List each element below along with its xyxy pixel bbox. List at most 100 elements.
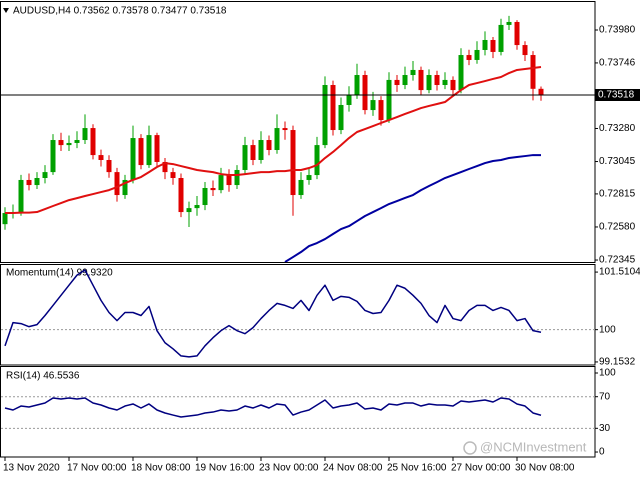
watermark: @NCMInvestment <box>480 439 587 454</box>
moving-average-line <box>5 66 542 215</box>
candle-body <box>466 55 472 60</box>
candle-body <box>34 178 40 186</box>
candle-body <box>370 100 376 111</box>
candle-body <box>250 145 256 160</box>
candle-body <box>450 79 456 91</box>
y-tick-label: 0.73045 <box>599 156 636 167</box>
candle-body <box>186 208 192 213</box>
symbol-menu-icon <box>3 8 9 13</box>
indicator-line <box>4 269 542 358</box>
rsi-panel-frame <box>0 366 596 458</box>
candle-body <box>498 24 504 52</box>
moving-average-line <box>284 154 541 262</box>
last-price-label: 0.73518 <box>598 90 635 101</box>
y-tick-label: 70 <box>599 391 611 402</box>
panel-plot <box>4 269 542 358</box>
candle-body <box>442 79 448 86</box>
candle-body <box>530 55 536 89</box>
candle-body <box>266 140 272 151</box>
candle-body <box>458 55 464 91</box>
candle-body <box>194 205 200 209</box>
x-tick-label: 23 Nov 00:00 <box>259 463 319 474</box>
x-tick-label: 24 Nov 08:00 <box>323 463 383 474</box>
x-tick-label: 13 Nov 2020 <box>3 463 60 474</box>
candle-body <box>506 21 512 25</box>
candle-body <box>378 100 384 121</box>
candle-body <box>178 178 184 213</box>
candle-body <box>226 175 232 186</box>
candle-body <box>522 45 528 56</box>
momentum-title: Momentum(14) 99.9320 <box>6 268 113 279</box>
candle-body <box>322 85 328 146</box>
candle-body <box>218 175 224 191</box>
candle-body <box>234 169 240 186</box>
candle-body <box>514 21 520 46</box>
x-tick-label: 17 Nov 00:00 <box>67 463 127 474</box>
watermark-icon <box>463 441 477 455</box>
y-tick-label: 0.72345 <box>599 255 636 266</box>
candle-body <box>410 69 416 76</box>
candle-body <box>98 155 104 160</box>
y-tick-label: 0 <box>599 447 605 458</box>
candle-body <box>2 213 8 225</box>
candle-body <box>74 140 80 143</box>
y-tick-label: 0.73280 <box>599 123 636 134</box>
candle-body <box>362 75 368 111</box>
momentum-panel-frame <box>0 264 596 366</box>
candle-body <box>258 140 264 160</box>
y-tick-label: 0.72815 <box>599 189 636 200</box>
candle-body <box>274 128 280 151</box>
y-tick-label: 30 <box>599 423 611 434</box>
candle-body <box>50 140 56 173</box>
indicator-line <box>4 397 542 418</box>
candle-body <box>394 79 400 86</box>
candle-body <box>338 104 344 131</box>
candle-body <box>26 179 32 186</box>
candle-body <box>154 135 160 162</box>
main-panel-frame <box>0 1 596 263</box>
candle-body <box>42 172 48 179</box>
y-tick-label: 99.1532 <box>599 357 636 368</box>
candle-body <box>290 130 296 196</box>
x-tick-label: 19 Nov 16:00 <box>195 463 255 474</box>
candle-body <box>18 179 24 213</box>
chart-title: AUDUSD,H4 0.73562 0.73578 0.73477 0.7351… <box>13 6 227 17</box>
candle-body <box>346 94 352 105</box>
candle-body <box>82 128 88 141</box>
last-price-box <box>595 88 640 101</box>
candle-body <box>434 75 440 86</box>
candle-body <box>426 75 432 91</box>
candle-body <box>130 138 136 180</box>
candle-body <box>490 39 496 52</box>
candle-body <box>354 75 360 95</box>
y-tick-label: 0.72580 <box>599 222 636 233</box>
candle-body <box>538 88 544 95</box>
candle-body <box>298 179 304 196</box>
candle-body <box>58 140 64 146</box>
candle-body <box>386 79 392 121</box>
candle-body <box>210 187 216 191</box>
candle-body <box>146 135 152 166</box>
candle-body <box>314 145 320 176</box>
candle-body <box>402 75 408 86</box>
candle-body <box>202 187 208 206</box>
candle-body <box>306 175 312 180</box>
y-tick-label: 0.73980 <box>599 25 636 36</box>
candle-body <box>282 128 288 131</box>
y-tick-label: 100 <box>599 324 616 335</box>
candle-body <box>66 142 72 146</box>
x-tick-label: 18 Nov 08:00 <box>131 463 191 474</box>
panel-plot <box>4 397 542 418</box>
candle-body <box>122 179 128 196</box>
candle-body <box>114 172 120 196</box>
candle-body <box>162 161 168 173</box>
x-tick-label: 25 Nov 16:00 <box>387 463 447 474</box>
candle-body <box>170 172 176 179</box>
candle-body <box>90 128 96 156</box>
x-tick-label: 30 Nov 08:00 <box>515 463 575 474</box>
candle-body <box>242 145 248 170</box>
candle-body <box>482 39 488 50</box>
